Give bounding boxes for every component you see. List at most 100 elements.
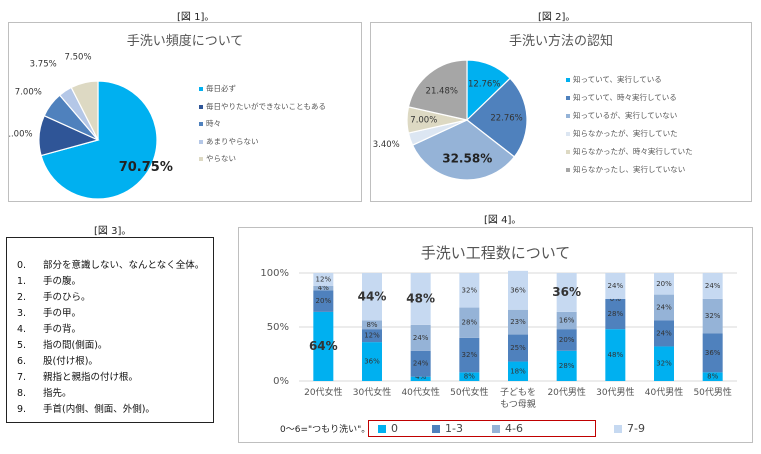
legend-swatch <box>199 139 203 144</box>
bar-segment <box>654 273 674 295</box>
pie-data-label: 3.40% <box>373 140 400 150</box>
pie-data-label: 7.50% <box>65 52 92 62</box>
bar-data-label: 20% <box>656 280 672 288</box>
bar-big-label: 36% <box>552 285 581 299</box>
pie-chart-awareness: 手洗い方法の認知 12.76% 22.76% 32.58% 3.40% 7.00% 21.… <box>370 22 752 202</box>
legend-swatch <box>566 150 570 154</box>
legend-item: 時々 <box>199 118 221 129</box>
legend-item: 知っているが、実行していない <box>566 110 677 121</box>
bar-segment <box>508 309 528 335</box>
bar-data-label: 24% <box>413 360 429 368</box>
figure-label-3: [図 3]。 <box>94 226 132 237</box>
bar-data-label: 12% <box>316 275 332 283</box>
bar-segment <box>410 324 431 351</box>
step-item: 4. 手の背。 <box>17 321 81 335</box>
pie-data-label: 32.58% <box>442 151 492 165</box>
bar-data-label: 4% <box>318 284 329 292</box>
bar-segment <box>556 273 577 312</box>
legend-swatch <box>566 96 570 100</box>
step-number: 9. <box>17 404 27 415</box>
bar-data-label: 24% <box>413 334 429 342</box>
step-text: 手の甲。 <box>43 308 82 319</box>
legend-label: 知っていて、実行している <box>573 75 662 84</box>
legend-label: 1-3 <box>445 422 463 435</box>
bar-segment <box>605 298 626 330</box>
chart-title: 手洗い方法の認知 <box>508 34 613 49</box>
chart-title: 手洗い頻度について <box>126 34 244 49</box>
bar-big-label: 44% <box>358 289 387 303</box>
pie-slice <box>407 59 468 121</box>
bar-data-label: 4% <box>415 373 426 381</box>
legend-label: 知っているが、実行していない <box>573 111 678 120</box>
x-tick-label: 40代男性 <box>645 386 683 398</box>
y-tick-label: 0% <box>273 376 289 387</box>
legend-item: 0 <box>378 422 398 435</box>
step-text: 手の腹。 <box>43 276 82 287</box>
legend-label: 知らなかったし、実行していない <box>573 165 686 174</box>
bar-segment <box>702 273 723 299</box>
bar-segment <box>508 334 528 362</box>
bar-segment <box>459 337 480 373</box>
pie-slice <box>70 80 99 141</box>
step-number: 4. <box>17 324 27 335</box>
legend-swatch <box>378 425 386 433</box>
pie-slice <box>466 77 528 158</box>
legend-item: 知らなかったが、時々実行していた <box>566 146 693 157</box>
x-tick-label: 50代女性 <box>450 386 488 398</box>
legend-item: やらない <box>199 153 236 164</box>
bar-segment <box>654 294 674 321</box>
bar-segment <box>459 372 480 381</box>
bar-segment <box>508 361 528 381</box>
bar-segment <box>654 320 674 347</box>
chart-title: 手洗い工程数について <box>420 244 571 262</box>
step-text: 親指と親指の付け根。 <box>43 372 139 383</box>
legend-item: 1-3 <box>432 422 463 435</box>
bar-segment <box>556 329 577 351</box>
bar-data-label: 8% <box>464 373 475 381</box>
step-text: 部分を意識しない、なんとなく全体。 <box>43 260 205 271</box>
legend-swatch <box>566 114 570 118</box>
x-tick-label: 30代男性 <box>596 386 634 398</box>
bar-data-label: 24% <box>608 282 624 290</box>
bar-data-label: 18% <box>510 367 526 375</box>
step-item: 0. 部分を意識しない、なんとなく全体。 <box>17 257 204 271</box>
legend-swatch <box>566 78 570 82</box>
bar-segment <box>556 350 577 381</box>
step-number: 7. <box>17 372 27 383</box>
legend-item: 7-9 <box>614 422 645 435</box>
step-number: 1. <box>17 276 27 287</box>
bar-data-label: 28% <box>559 362 575 370</box>
pie-data-label: 7.00% <box>410 115 437 125</box>
step-item: 3. 手の甲。 <box>17 305 81 319</box>
pie-chart-frequency: 手洗い頻度について 70.75% 11.00% 7.00% 3.75% 7.50% 毎日… <box>8 22 362 202</box>
bar-segment <box>459 307 480 338</box>
bar-data-label: 36% <box>364 358 380 366</box>
legend-label: 毎日やりたいができないこともある <box>206 101 326 111</box>
figure-label-4: [図 4]。 <box>484 215 522 226</box>
bar-segment <box>313 273 334 286</box>
step-item: 2. 手のひら。 <box>17 289 91 303</box>
step-item: 8. 指先。 <box>17 385 72 399</box>
bar-data-label: 32% <box>462 351 478 359</box>
legend-item: 4-6 <box>492 422 523 435</box>
step-number: 0. <box>17 260 27 271</box>
bar-segment <box>702 372 723 381</box>
bar-segment <box>410 376 431 381</box>
step-text: 指先。 <box>43 388 72 399</box>
bar-segment <box>410 350 431 377</box>
bar-data-label: 28% <box>462 319 478 327</box>
legend-label: 知っていて、時々実行している <box>573 93 677 102</box>
bar-data-label: 12% <box>364 332 380 340</box>
tsumori-note: 0〜6="つもり洗い"。 <box>280 425 371 435</box>
x-tick-label: もつ母親 <box>500 398 536 410</box>
bar-segment <box>313 290 334 312</box>
x-tick-label: 20代男性 <box>547 386 585 398</box>
figure-label-1: [図 1]。 <box>177 12 215 23</box>
y-tick-label: 100% <box>260 268 289 279</box>
step-list-box: 0. 部分を意識しない、なんとなく全体。 1. 手の腹。 2. 手のひら。 3. 手の甲。 4.… <box>6 237 214 423</box>
legend-swatch <box>199 104 203 109</box>
bar-big-label: 48% <box>406 291 435 305</box>
step-text: 手首(内側、側面、外側)。 <box>43 404 155 415</box>
bar-data-label: 8% <box>366 321 377 329</box>
legend-label: 毎日必ず <box>206 84 236 93</box>
